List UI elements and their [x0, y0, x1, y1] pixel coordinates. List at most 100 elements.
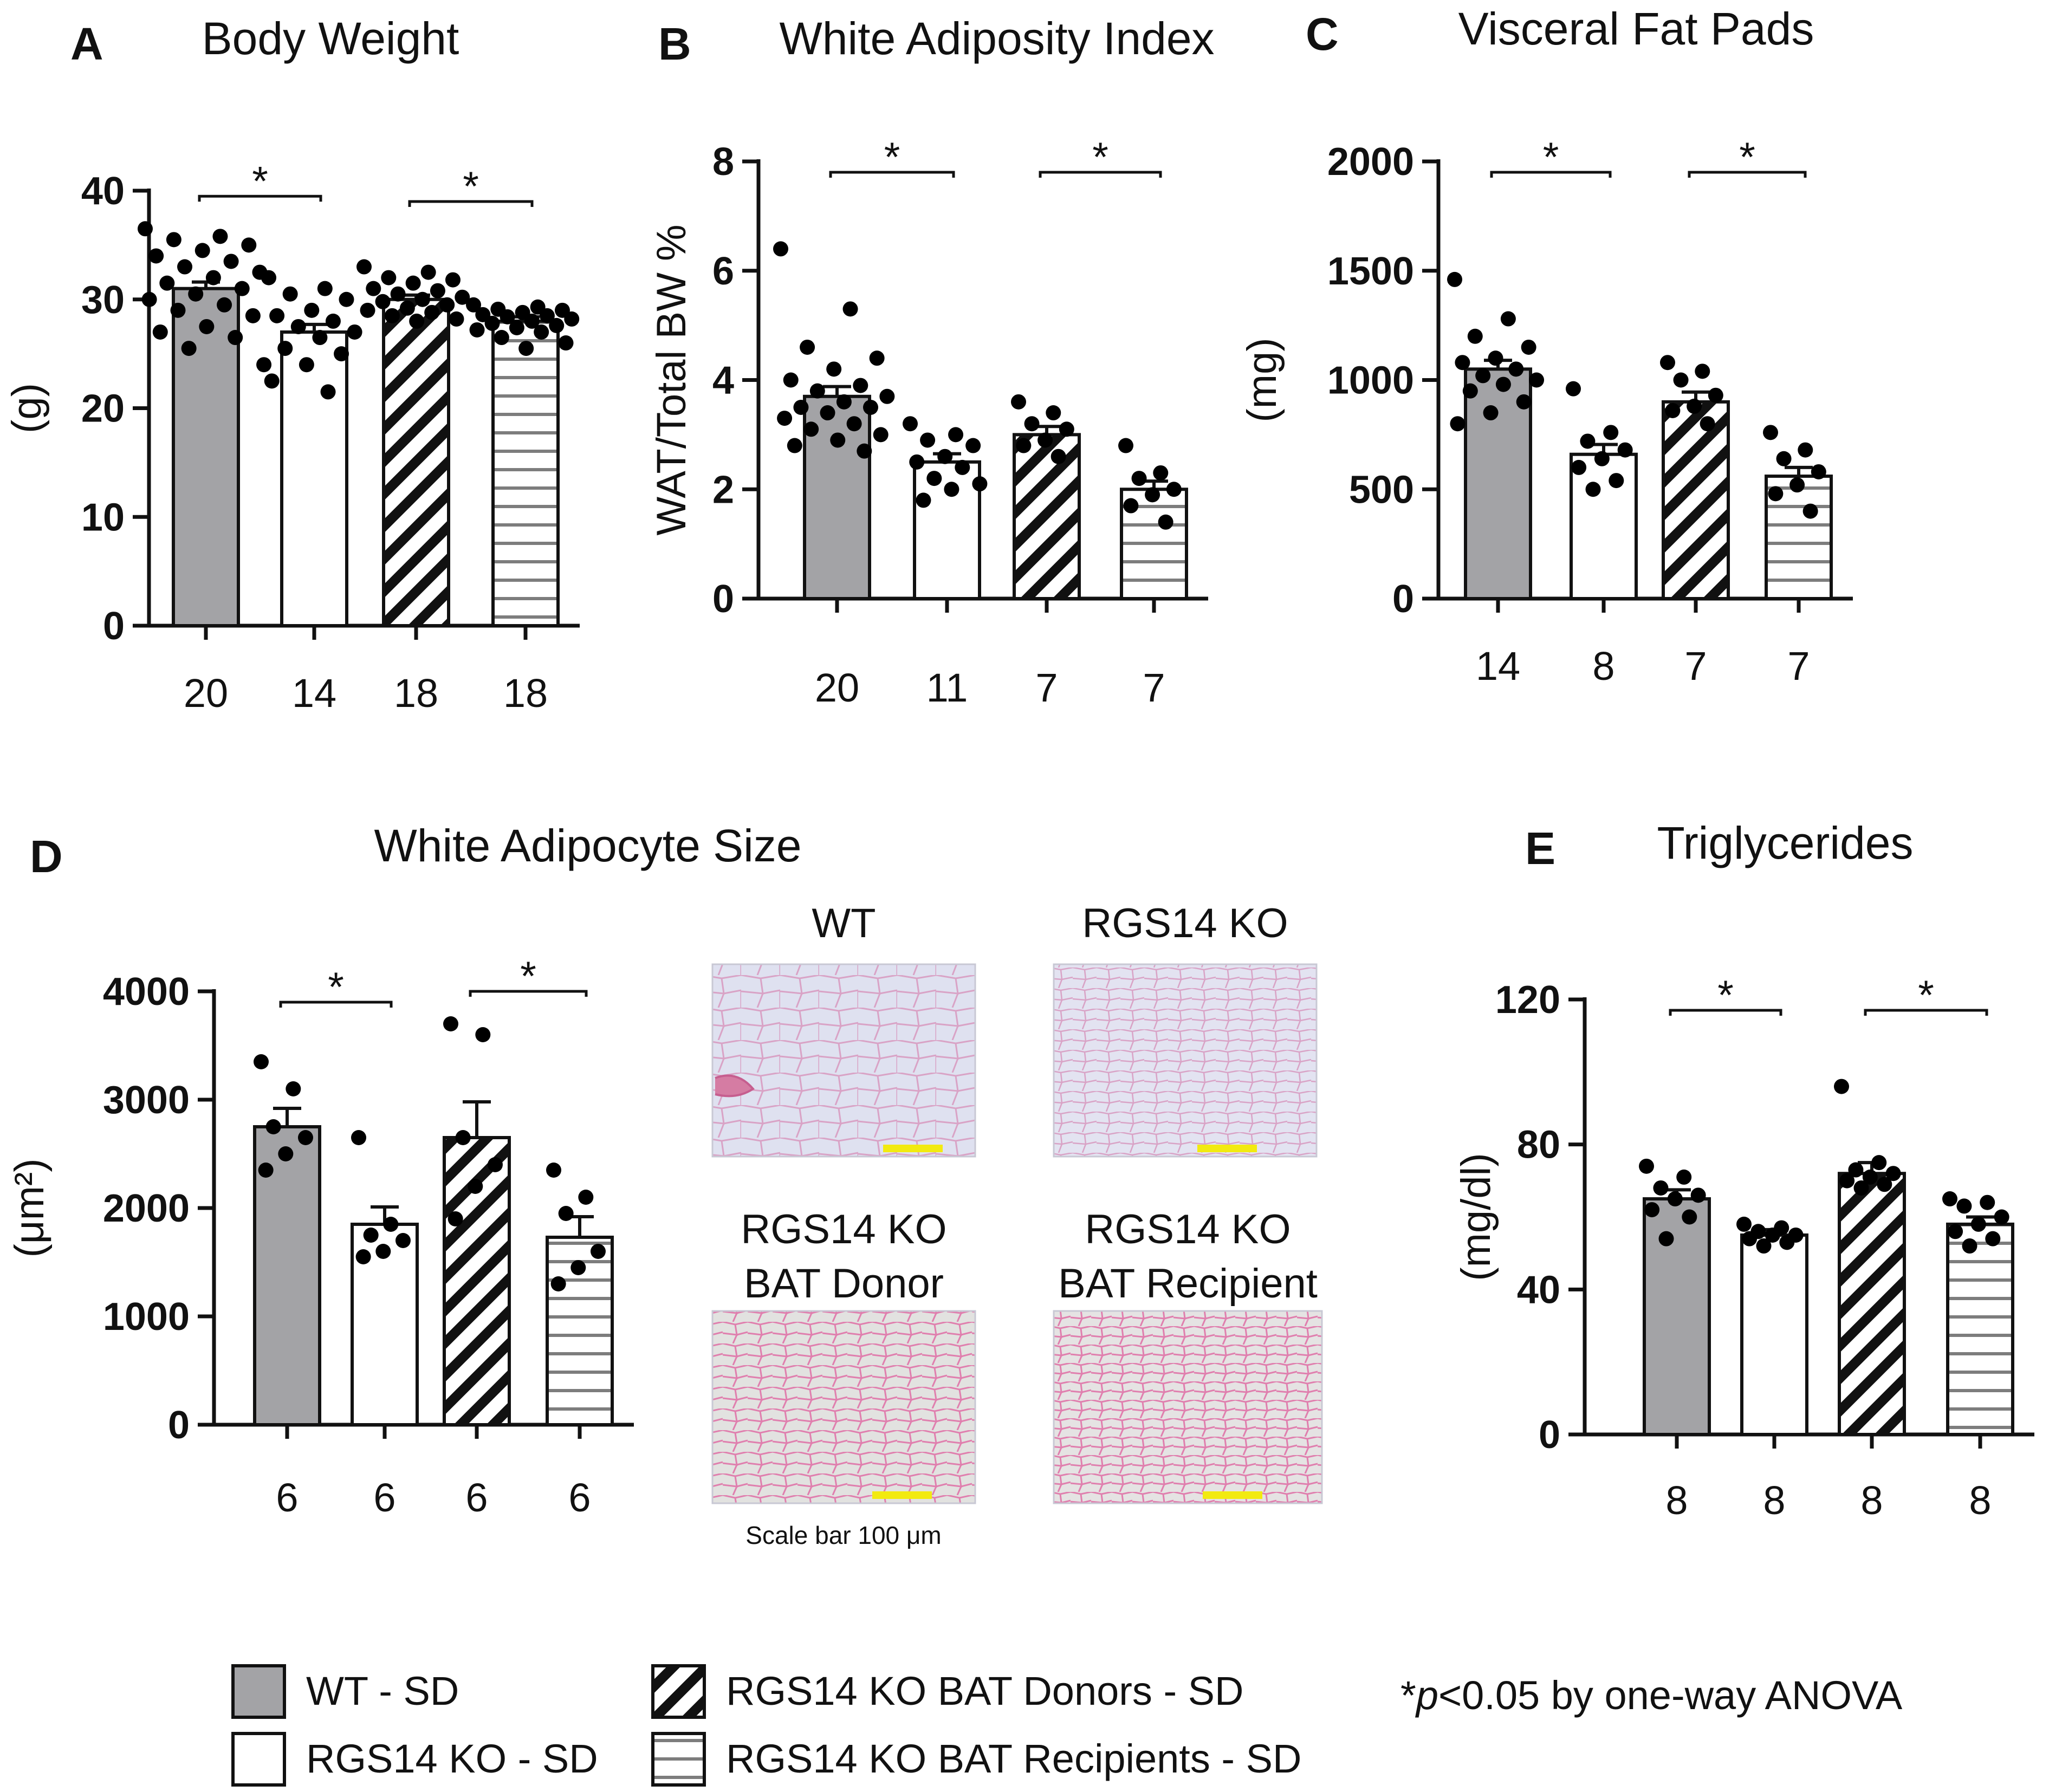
data-point [1665, 402, 1681, 418]
significance-bracket [408, 200, 534, 207]
data-point [468, 1179, 483, 1194]
data-point [1687, 398, 1702, 414]
data-point [304, 302, 320, 318]
data-point [269, 308, 285, 323]
data-point [1765, 1227, 1780, 1243]
y-tick-label: 1000 [103, 1295, 190, 1339]
bar [1740, 1233, 1808, 1436]
data-point [1779, 1235, 1795, 1250]
significance-bracket [1490, 171, 1612, 178]
data-point [1145, 487, 1160, 503]
data-point [261, 270, 276, 285]
data-point [1948, 1224, 1963, 1239]
data-point [1516, 394, 1532, 410]
significance-star: * [328, 964, 344, 1010]
data-point [375, 1244, 391, 1259]
data-point [469, 322, 485, 337]
data-point [903, 416, 918, 432]
micrograph-title: WT [812, 900, 876, 946]
x-tick-label: 18 [394, 671, 438, 716]
data-point [1736, 1216, 1752, 1232]
micrograph-title: RGS14 KO [1082, 900, 1288, 946]
bar [1643, 1197, 1711, 1437]
data-point [366, 281, 381, 296]
bar [280, 330, 348, 627]
data-point [487, 1157, 503, 1172]
data-point [312, 330, 328, 346]
x-tick-label: 8 [1860, 1478, 1883, 1523]
data-point [445, 272, 461, 288]
data-point [1708, 387, 1723, 403]
y-tick-label: 80 [1517, 1124, 1560, 1167]
x-tick-label: 18 [503, 671, 548, 716]
data-point [955, 459, 970, 475]
data-point [455, 1130, 471, 1145]
data-point [286, 1081, 301, 1096]
micrograph-4: RGS14 KO BAT Recipient [1053, 1206, 1323, 1504]
legend-swatch [231, 1732, 286, 1787]
data-point [494, 330, 509, 346]
x-tick-label: 14 [1476, 644, 1520, 689]
data-point [1521, 339, 1536, 355]
data-point [787, 438, 802, 453]
y-tick-label: 2000 [103, 1187, 190, 1230]
data-point [356, 259, 372, 275]
bar [913, 460, 981, 600]
data-point [1455, 355, 1470, 371]
data-point [1682, 1209, 1697, 1225]
data-point [972, 476, 988, 492]
chart-title: Triglycerides [1657, 817, 1914, 868]
data-point [443, 1016, 458, 1031]
data-point [1885, 1166, 1901, 1181]
x-tick-label: 20 [815, 665, 859, 710]
data-point [578, 1190, 594, 1205]
micrograph-title: BAT Recipient [1058, 1261, 1318, 1307]
data-point [1653, 1180, 1669, 1196]
data-point [355, 1249, 371, 1264]
panel-letter: B [658, 18, 691, 69]
significance-bracket [279, 1001, 393, 1008]
significance-star: * [1543, 134, 1559, 180]
bar [1662, 400, 1730, 600]
x-tick-label: 8 [1592, 644, 1614, 689]
vessel-mark [715, 1074, 755, 1098]
data-point [836, 394, 852, 410]
legend-swatch [231, 1664, 286, 1719]
data-point [1123, 498, 1139, 514]
significance-bracket [1669, 1009, 1782, 1016]
y-tick-label: 0 [1392, 577, 1414, 621]
data-point [455, 289, 470, 305]
data-point [846, 416, 862, 432]
data-point [166, 232, 181, 248]
chart-title: White Adipocyte Size [374, 820, 801, 871]
panel-letter: D [30, 831, 63, 882]
data-point [564, 311, 580, 327]
y-tick-label: 10 [81, 496, 125, 539]
data-point [1011, 394, 1026, 410]
data-point [1488, 350, 1503, 366]
micrograph-title: RGS14 KO [741, 1206, 946, 1252]
legend-swatch [651, 1732, 706, 1787]
panel-letter: E [1525, 823, 1555, 874]
data-point [1942, 1191, 1957, 1207]
data-point [375, 294, 391, 309]
data-point [1658, 1231, 1674, 1246]
data-point [234, 281, 250, 296]
significance-star: * [1739, 134, 1755, 180]
data-point [800, 339, 815, 355]
stat-note-suffix: <0.05 by one-way ANOVA [1438, 1673, 1903, 1718]
y-tick-label: 40 [81, 170, 125, 213]
data-point [449, 311, 464, 327]
data-point [558, 1206, 574, 1221]
data-point [1871, 1155, 1887, 1171]
data-point [390, 286, 406, 302]
y-tick-label: 1000 [1327, 359, 1414, 402]
data-point [409, 313, 425, 329]
y-tick-label: 40 [1517, 1268, 1560, 1311]
data-point [258, 1163, 274, 1178]
data-point [1994, 1209, 2009, 1225]
x-tick-label: 8 [1969, 1478, 1991, 1523]
data-point [347, 324, 362, 340]
data-point [1839, 1173, 1855, 1189]
data-point [937, 449, 953, 464]
